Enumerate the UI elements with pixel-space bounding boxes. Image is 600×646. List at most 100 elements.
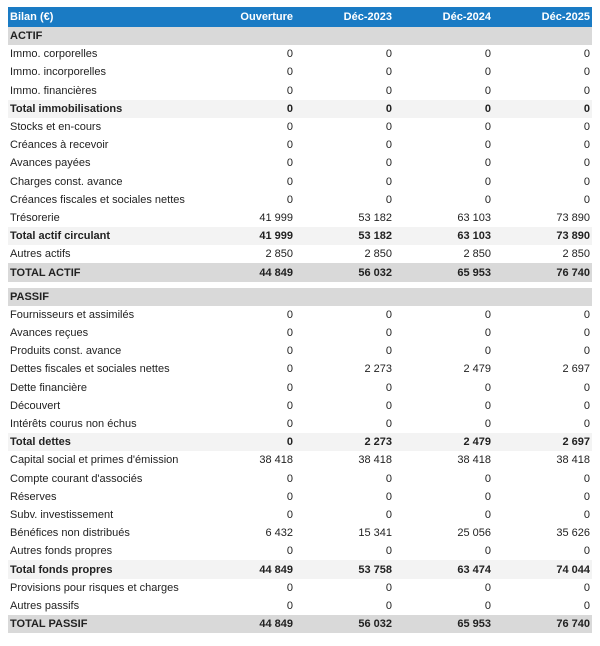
value-cell: 0 <box>385 490 392 503</box>
table-row: Découvert 0 0 0 0 <box>8 397 592 415</box>
value-cell: 0 <box>286 66 293 79</box>
value-cell: 41 999 <box>259 211 293 224</box>
table-row: Compte courant d'associés 0 0 0 0 <box>8 470 592 488</box>
column-header: Déc-2024 <box>394 7 493 27</box>
value-cell: 0 <box>583 308 590 321</box>
value-cell: 0 <box>583 193 590 206</box>
value-cell: 0 <box>286 157 293 170</box>
value-cell: 2 697 <box>562 363 590 376</box>
table-row: Autres actifs 2 850 2 850 2 850 2 850 <box>8 245 592 263</box>
column-header: Ouverture <box>196 7 295 27</box>
value-cell: 2 273 <box>295 433 394 452</box>
value-cell: 0 <box>484 308 491 321</box>
row-label: Immo. corporelles <box>10 48 98 61</box>
row-label: Avances reçues <box>10 327 89 340</box>
row-label: Autres fonds propres <box>10 545 113 558</box>
value-cell: 0 <box>583 508 590 521</box>
empty-cell <box>196 27 295 46</box>
row-label: Trésorerie <box>10 211 60 224</box>
table-row: Stocks et en-cours 0 0 0 0 <box>8 118 592 136</box>
value-cell: 0 <box>484 345 491 358</box>
empty-cell <box>295 287 394 306</box>
value-cell: 65 953 <box>394 263 493 282</box>
value-cell: 0 <box>286 381 293 394</box>
value-cell: 0 <box>385 121 392 134</box>
value-cell: 2 850 <box>562 248 590 261</box>
value-cell: 73 890 <box>556 211 590 224</box>
row-label: TOTAL PASSIF <box>8 615 196 634</box>
passif-section-header: PASSIF <box>8 287 592 306</box>
row-label: Compte courant d'associés <box>10 472 143 485</box>
value-cell: 0 <box>196 99 295 118</box>
column-header: Déc-2025 <box>493 7 592 27</box>
value-cell: 0 <box>286 308 293 321</box>
value-cell: 2 479 <box>463 363 491 376</box>
value-cell: 44 849 <box>196 263 295 282</box>
total-row: Total dettes 0 2 273 2 479 2 697 <box>8 433 592 452</box>
value-cell: 0 <box>385 84 392 97</box>
row-label: Subv. investissement <box>10 508 114 521</box>
value-cell: 0 <box>385 472 392 485</box>
value-cell: 0 <box>583 345 590 358</box>
total-row: TOTAL ACTIF 44 849 56 032 65 953 76 740 <box>8 263 592 282</box>
value-cell: 0 <box>286 48 293 61</box>
row-label: Dettes fiscales et sociales nettes <box>10 363 170 376</box>
table-row: Dette financière 0 0 0 0 <box>8 379 592 397</box>
table-row: Fournisseurs et assimilés 0 0 0 0 <box>8 306 592 324</box>
row-label: Intérêts courus non échus <box>10 418 137 431</box>
value-cell: 0 <box>286 363 293 376</box>
value-cell: 0 <box>484 581 491 594</box>
empty-cell <box>394 287 493 306</box>
table-row: Trésorerie 41 999 53 182 63 103 73 890 <box>8 209 592 227</box>
value-cell: 0 <box>385 308 392 321</box>
row-label: Autres actifs <box>10 248 71 261</box>
section-title: PASSIF <box>8 287 196 306</box>
table-row: Subv. investissement 0 0 0 0 <box>8 506 592 524</box>
value-cell: 56 032 <box>295 615 394 634</box>
value-cell: 0 <box>385 399 392 412</box>
value-cell: 38 418 <box>358 454 392 467</box>
value-cell: 0 <box>385 139 392 152</box>
value-cell: 0 <box>385 345 392 358</box>
value-cell: 0 <box>484 399 491 412</box>
value-cell: 0 <box>583 84 590 97</box>
value-cell: 0 <box>484 84 491 97</box>
row-label: Charges const. avance <box>10 175 123 188</box>
row-label: Total actif circulant <box>8 227 196 246</box>
row-label: Total dettes <box>8 433 196 452</box>
row-label: Stocks et en-cours <box>10 121 102 134</box>
row-label: TOTAL ACTIF <box>8 263 196 282</box>
value-cell: 0 <box>583 472 590 485</box>
value-cell: 0 <box>286 327 293 340</box>
value-cell: 0 <box>196 433 295 452</box>
value-cell: 41 999 <box>196 227 295 246</box>
empty-cell <box>394 27 493 46</box>
value-cell: 0 <box>385 66 392 79</box>
row-label: Créances fiscales et sociales nettes <box>10 193 185 206</box>
value-cell: 0 <box>583 545 590 558</box>
value-cell: 0 <box>385 508 392 521</box>
value-cell: 0 <box>286 84 293 97</box>
value-cell: 53 758 <box>295 560 394 579</box>
value-cell: 0 <box>583 399 590 412</box>
value-cell: 63 103 <box>457 211 491 224</box>
value-cell: 53 182 <box>295 227 394 246</box>
table-row: Bénéfices non distribués 6 432 15 341 25 05… <box>8 524 592 542</box>
row-label: Total fonds propres <box>8 560 196 579</box>
value-cell: 0 <box>484 545 491 558</box>
value-cell: 0 <box>493 99 592 118</box>
value-cell: 35 626 <box>556 527 590 540</box>
value-cell: 0 <box>484 418 491 431</box>
value-cell: 0 <box>286 139 293 152</box>
empty-cell <box>295 27 394 46</box>
table-row: Créances fiscales et sociales nettes 0 0 0 0 <box>8 191 592 209</box>
table-row: Avances reçues 0 0 0 0 <box>8 324 592 342</box>
value-cell: 0 <box>385 599 392 612</box>
value-cell: 0 <box>286 399 293 412</box>
total-row: Total actif circulant 41 999 53 182 63 103 7… <box>8 227 592 246</box>
value-cell: 6 432 <box>265 527 293 540</box>
row-label: Total immobilisations <box>8 99 196 118</box>
value-cell: 0 <box>484 121 491 134</box>
table-row: Immo. incorporelles 0 0 0 0 <box>8 63 592 81</box>
value-cell: 0 <box>385 381 392 394</box>
